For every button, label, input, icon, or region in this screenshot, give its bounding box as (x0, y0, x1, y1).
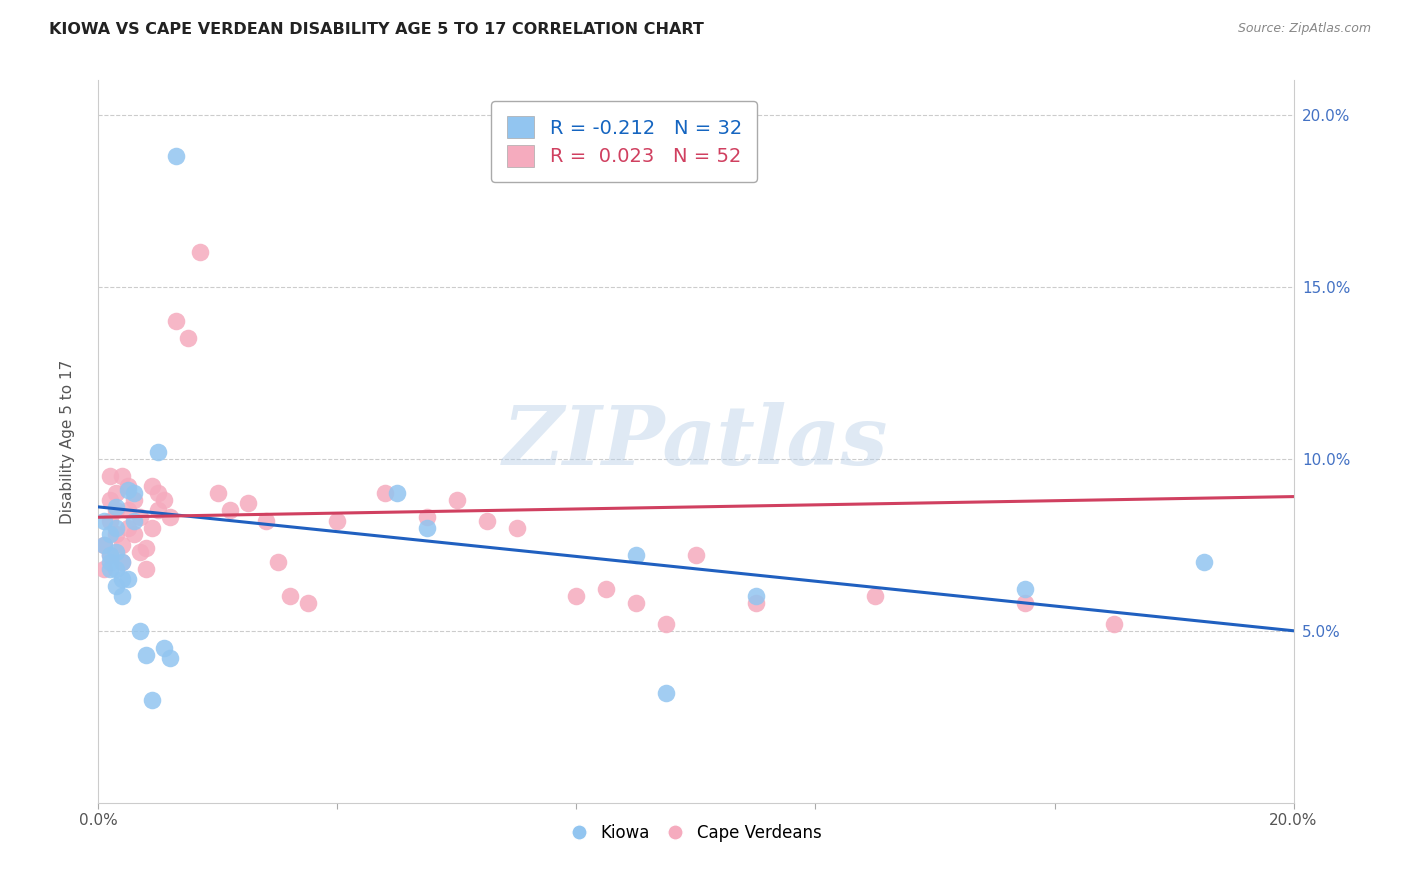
Point (865, 590, 887, 604)
Point (446, 493, 468, 508)
Point (135, 541, 157, 556)
Point (177, 331, 200, 345)
Point (475, 514, 498, 528)
Point (129, 510, 152, 524)
Point (745, 596, 768, 610)
Point (655, 686, 678, 700)
Point (153, 493, 176, 508)
Point (254, 514, 277, 528)
Point (207, 486, 229, 500)
Point (416, 520, 439, 534)
Point (374, 486, 396, 500)
Point (1192, 555, 1215, 569)
Point (685, 548, 707, 562)
Point (416, 510, 439, 524)
Point (111, 572, 134, 586)
Point (236, 496, 259, 510)
Point (219, 503, 242, 517)
Point (135, 562, 157, 576)
Text: ZIPatlas: ZIPatlas (503, 401, 889, 482)
Text: Source: ZipAtlas.com: Source: ZipAtlas.com (1237, 22, 1371, 36)
Point (159, 510, 181, 524)
Point (124, 514, 146, 528)
Point (105, 579, 128, 593)
Point (117, 520, 139, 534)
Point (111, 590, 134, 604)
Point (506, 520, 529, 534)
Point (124, 486, 146, 500)
Point (93, 538, 115, 552)
Point (1014, 596, 1036, 610)
Point (129, 544, 152, 558)
Point (105, 486, 128, 500)
Point (188, 245, 211, 260)
Point (105, 520, 128, 534)
Point (1104, 616, 1126, 631)
Point (326, 514, 349, 528)
Point (98, 514, 122, 528)
Point (93, 562, 115, 576)
Point (111, 555, 134, 569)
Point (626, 596, 648, 610)
Point (135, 648, 157, 662)
Point (105, 562, 128, 576)
Point (165, 149, 187, 163)
Point (98, 527, 122, 541)
Point (278, 590, 301, 604)
Point (124, 493, 146, 508)
Point (141, 520, 163, 534)
Point (111, 538, 134, 552)
Point (655, 616, 678, 631)
Point (93, 538, 115, 552)
Point (626, 548, 648, 562)
Point (98, 548, 122, 562)
Y-axis label: Disability Age 5 to 17: Disability Age 5 to 17 (60, 359, 75, 524)
Point (117, 483, 139, 497)
Point (385, 486, 409, 500)
Point (105, 544, 128, 558)
Point (98, 548, 122, 562)
Point (98, 469, 122, 483)
Point (159, 651, 181, 665)
Point (153, 640, 176, 655)
Point (129, 624, 152, 638)
Point (141, 479, 163, 493)
Point (267, 555, 290, 569)
Point (105, 500, 128, 514)
Point (98, 562, 122, 576)
Point (148, 486, 170, 500)
Point (105, 503, 128, 517)
Point (148, 503, 170, 517)
Point (105, 527, 128, 541)
Legend: Kiowa, Cape Verdeans: Kiowa, Cape Verdeans (564, 817, 828, 848)
Text: KIOWA VS CAPE VERDEAN DISABILITY AGE 5 TO 17 CORRELATION CHART: KIOWA VS CAPE VERDEAN DISABILITY AGE 5 T… (49, 22, 704, 37)
Point (148, 445, 170, 459)
Point (595, 582, 617, 597)
Point (111, 469, 134, 483)
Point (98, 493, 122, 508)
Point (565, 590, 588, 604)
Point (117, 503, 139, 517)
Point (141, 692, 163, 706)
Point (117, 572, 139, 586)
Point (98, 555, 122, 569)
Point (124, 527, 146, 541)
Point (117, 479, 139, 493)
Point (1014, 582, 1036, 597)
Point (745, 590, 768, 604)
Point (111, 555, 134, 569)
Point (297, 596, 319, 610)
Point (165, 314, 187, 328)
Point (93, 514, 115, 528)
